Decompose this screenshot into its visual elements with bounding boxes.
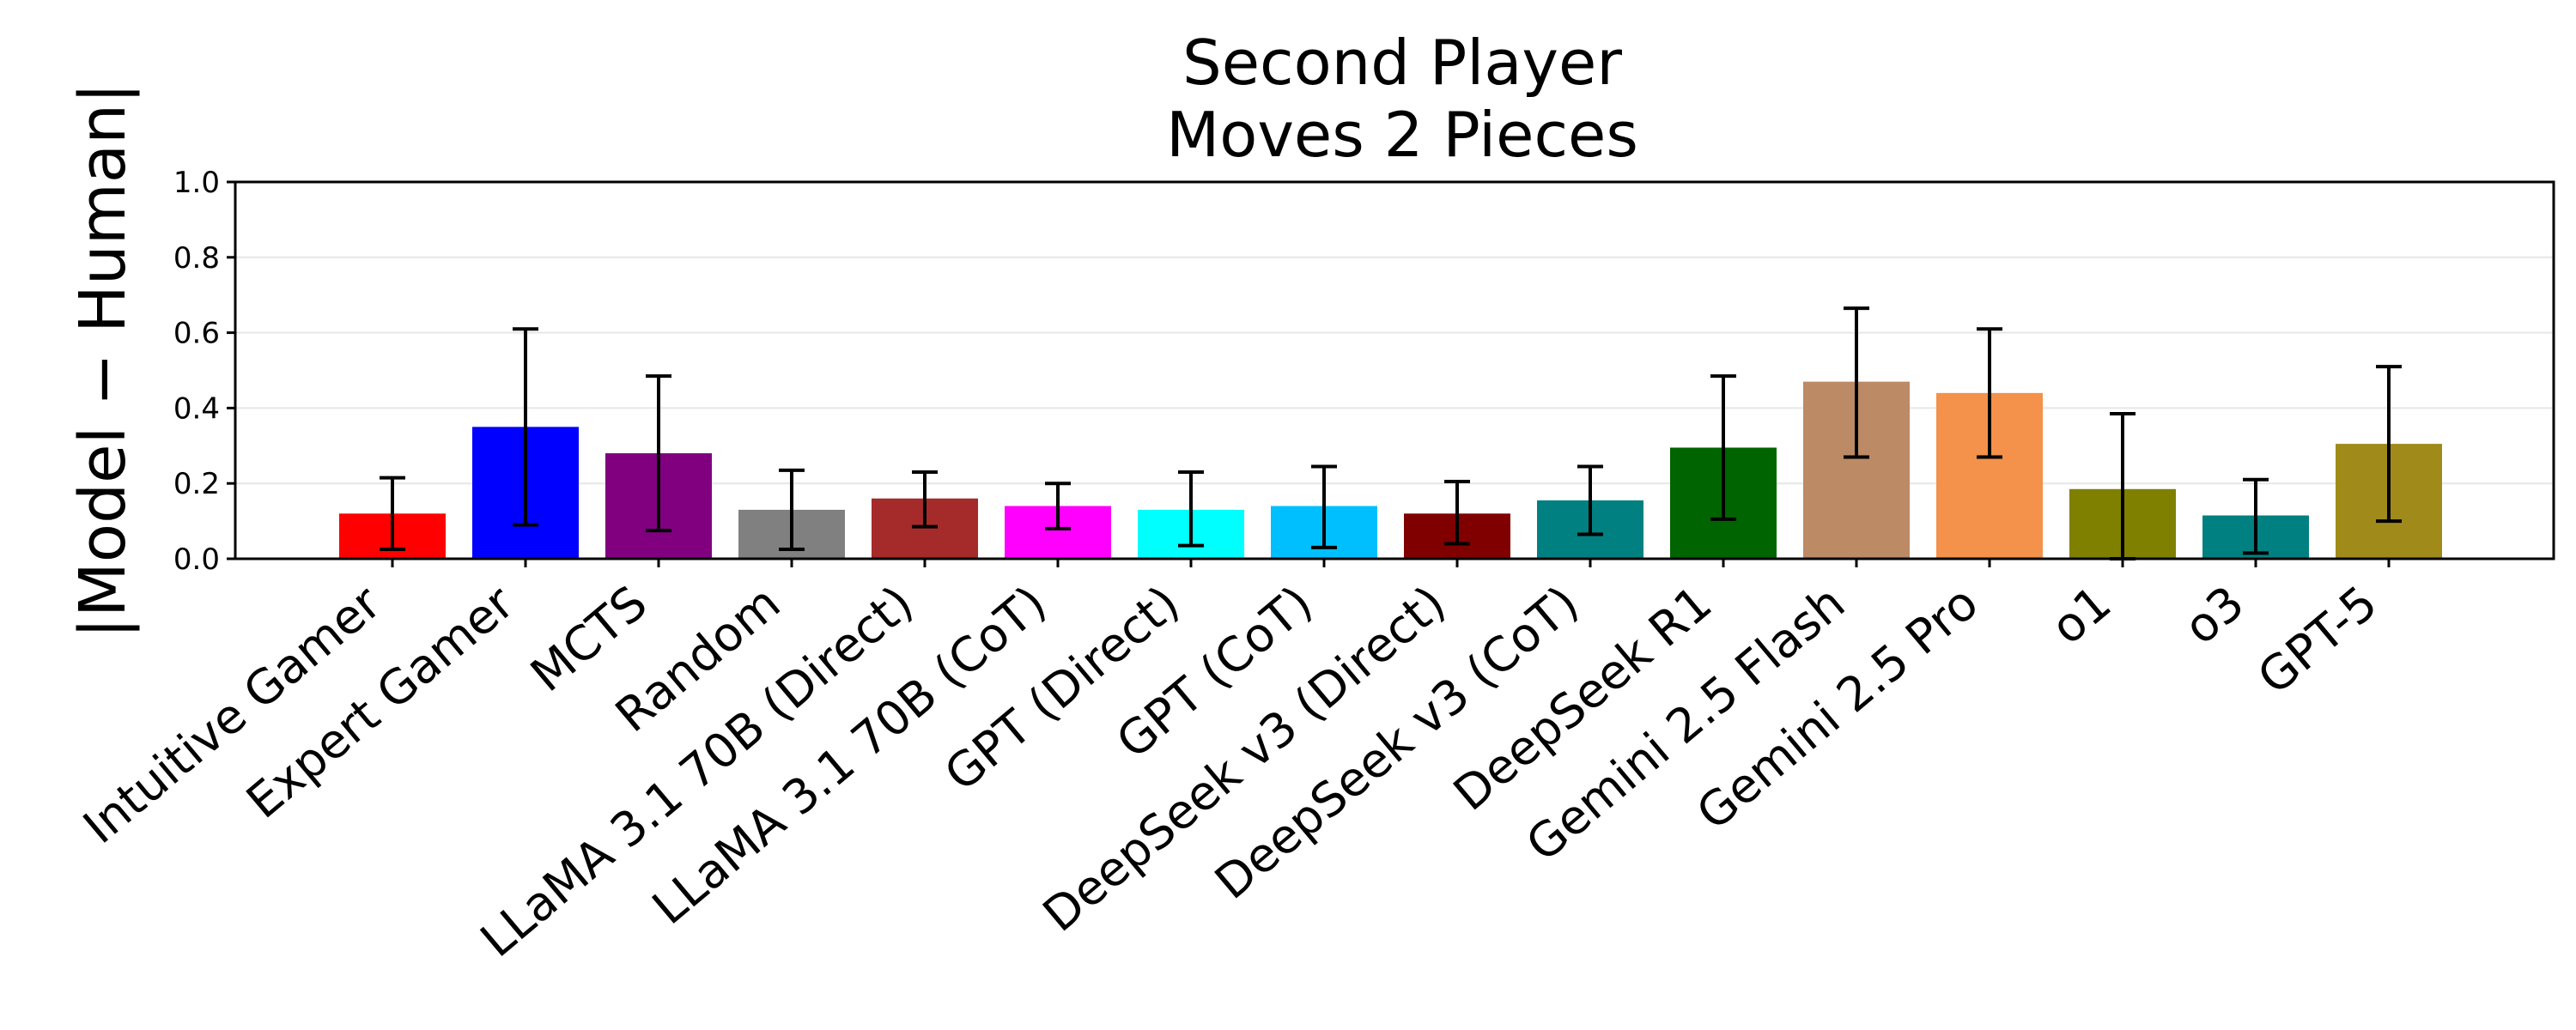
chart-title-line-2: Moves 2 Pieces — [1166, 99, 1638, 171]
chart-title-line-1: Second Player — [1182, 27, 1622, 99]
y-tick-label: 0.4 — [173, 391, 220, 426]
x-tick-label: o3 — [2174, 575, 2255, 655]
y-tick-label: 0.6 — [173, 317, 220, 351]
x-tick-label: GPT-5 — [2247, 575, 2387, 705]
y-axis-label: |Model − Human| — [66, 82, 140, 639]
y-tick-label: 0.2 — [173, 467, 220, 501]
x-tick-label: o1 — [2041, 575, 2122, 655]
chart-title: Second Player Moves 2 Pieces — [1166, 27, 1638, 171]
error-bars — [380, 306, 2402, 560]
y-tick-label: 0.0 — [173, 542, 220, 577]
y-tick-label: 0.8 — [173, 241, 220, 276]
y-tick-label: 1.0 — [173, 166, 220, 200]
plot-frame — [234, 180, 2555, 560]
y-axis-ticks: 0.0 0.2 0.4 0.6 0.8 1.0 — [173, 166, 235, 577]
gridlines — [235, 256, 2554, 485]
